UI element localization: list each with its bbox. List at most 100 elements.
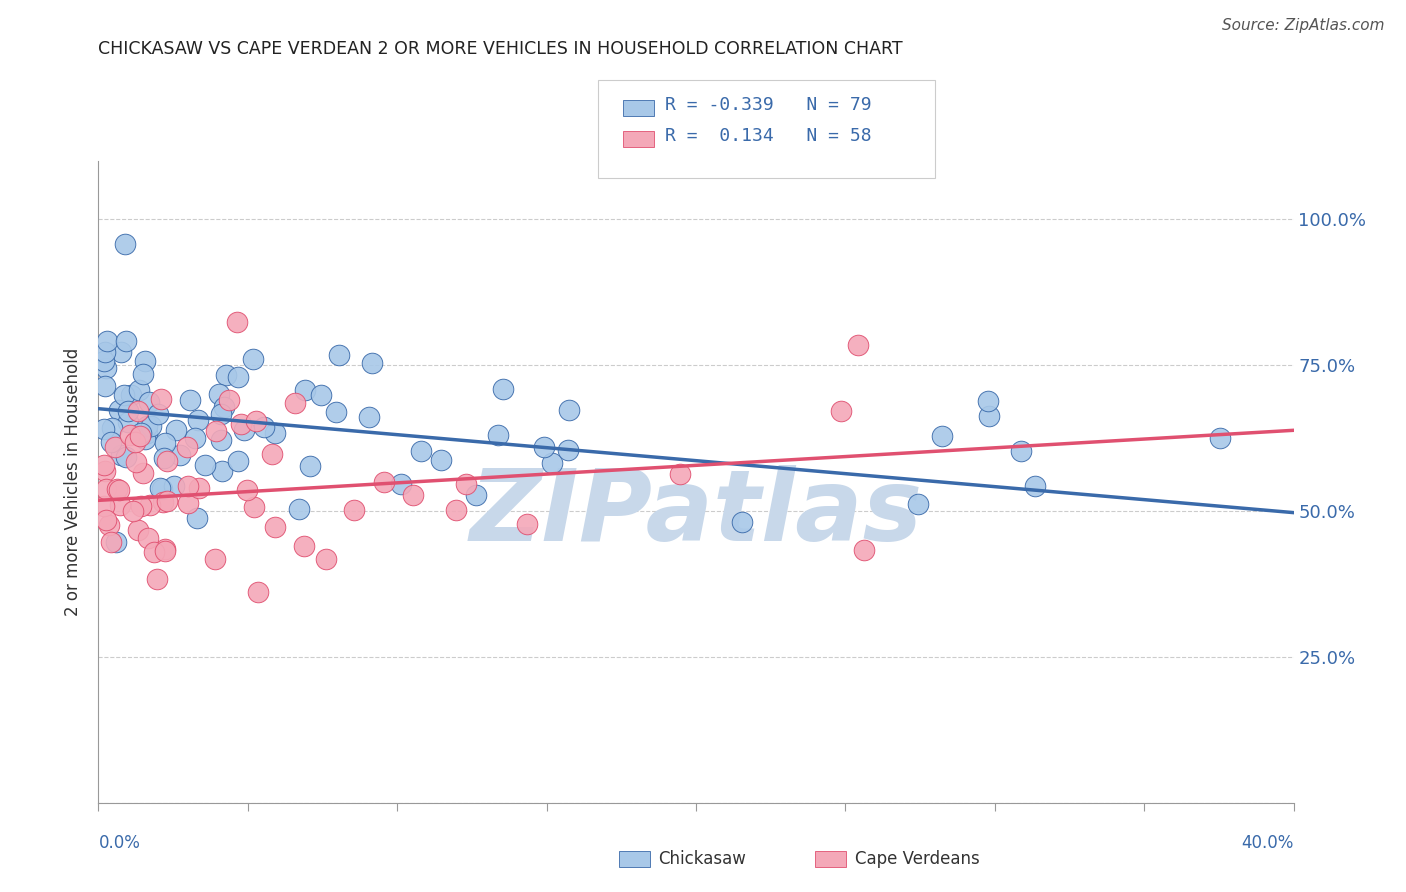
Point [263, 520, 285, 534]
Point [117, 415, 139, 429]
Point [93, 422, 115, 436]
Point [139, 499, 162, 513]
Point [153, 451, 176, 466]
Point [93, 354, 115, 368]
Point [112, 388, 135, 402]
Point [245, 414, 267, 428]
Point [124, 435, 146, 450]
Point [110, 345, 132, 359]
Point [315, 552, 337, 566]
Point [1010, 443, 1032, 458]
Point [129, 499, 152, 513]
Point [169, 448, 191, 462]
Point [165, 423, 187, 437]
Point [309, 387, 332, 401]
Point [94, 344, 117, 359]
Point [328, 348, 350, 362]
Point [97, 518, 120, 533]
Point [186, 510, 208, 524]
Point [117, 404, 139, 418]
Point [156, 454, 179, 468]
Point [228, 453, 250, 467]
Point [134, 432, 156, 446]
Point [292, 539, 315, 553]
Point [96, 513, 118, 527]
Text: Cape Verdeans: Cape Verdeans [855, 850, 980, 868]
Point [145, 572, 167, 586]
Point [668, 467, 690, 481]
Text: Chickasaw: Chickasaw [658, 850, 747, 868]
Point [125, 455, 148, 469]
Point [253, 420, 276, 434]
Point [343, 502, 366, 516]
Point [264, 425, 287, 440]
Point [977, 409, 1000, 424]
Point [846, 338, 869, 352]
Point [486, 427, 509, 442]
Point [204, 425, 226, 439]
Point [132, 466, 155, 480]
Point [731, 515, 754, 529]
Point [464, 488, 486, 502]
Text: Source: ZipAtlas.com: Source: ZipAtlas.com [1222, 18, 1385, 33]
Point [357, 410, 380, 425]
Point [96, 361, 118, 376]
Point [209, 433, 232, 447]
Point [226, 370, 249, 384]
Point [288, 502, 311, 516]
Point [163, 479, 186, 493]
Point [558, 403, 581, 417]
Point [233, 423, 256, 437]
Point [298, 458, 321, 473]
Point [907, 498, 929, 512]
Point [361, 356, 384, 370]
Point [188, 481, 211, 495]
Point [977, 394, 1000, 409]
Point [853, 542, 876, 557]
Point [177, 478, 200, 492]
Point [516, 517, 538, 532]
Point [105, 482, 128, 496]
Point [236, 483, 259, 497]
Point [402, 487, 425, 501]
Point [136, 425, 159, 440]
Point [118, 428, 141, 442]
Point [1024, 479, 1046, 493]
Point [284, 396, 307, 410]
Point [149, 392, 172, 407]
Point [93, 458, 115, 472]
Point [155, 543, 177, 558]
Point [146, 407, 169, 421]
Point [294, 383, 316, 397]
Point [209, 407, 232, 421]
Point [120, 387, 142, 401]
Point [179, 392, 201, 407]
Point [138, 395, 160, 409]
Point [129, 429, 152, 443]
Point [492, 382, 515, 396]
Point [93, 378, 115, 392]
Point [242, 351, 264, 366]
Point [444, 502, 467, 516]
Point [194, 458, 217, 472]
Point [204, 552, 226, 566]
Point [110, 448, 132, 462]
Point [533, 440, 555, 454]
Text: R =  0.134   N = 58: R = 0.134 N = 58 [665, 128, 872, 145]
Point [214, 368, 236, 382]
Point [226, 315, 249, 329]
Point [184, 431, 207, 445]
Point [110, 498, 132, 512]
Point [540, 457, 562, 471]
Point [1208, 430, 1230, 444]
Point [94, 464, 117, 478]
Point [176, 440, 198, 454]
Point [187, 413, 209, 427]
Point [373, 475, 395, 490]
Point [127, 523, 149, 537]
Point [114, 450, 136, 464]
Text: ZIPatlas: ZIPatlas [470, 466, 922, 562]
Point [94, 482, 117, 496]
Point [153, 541, 176, 556]
Point [246, 585, 269, 599]
